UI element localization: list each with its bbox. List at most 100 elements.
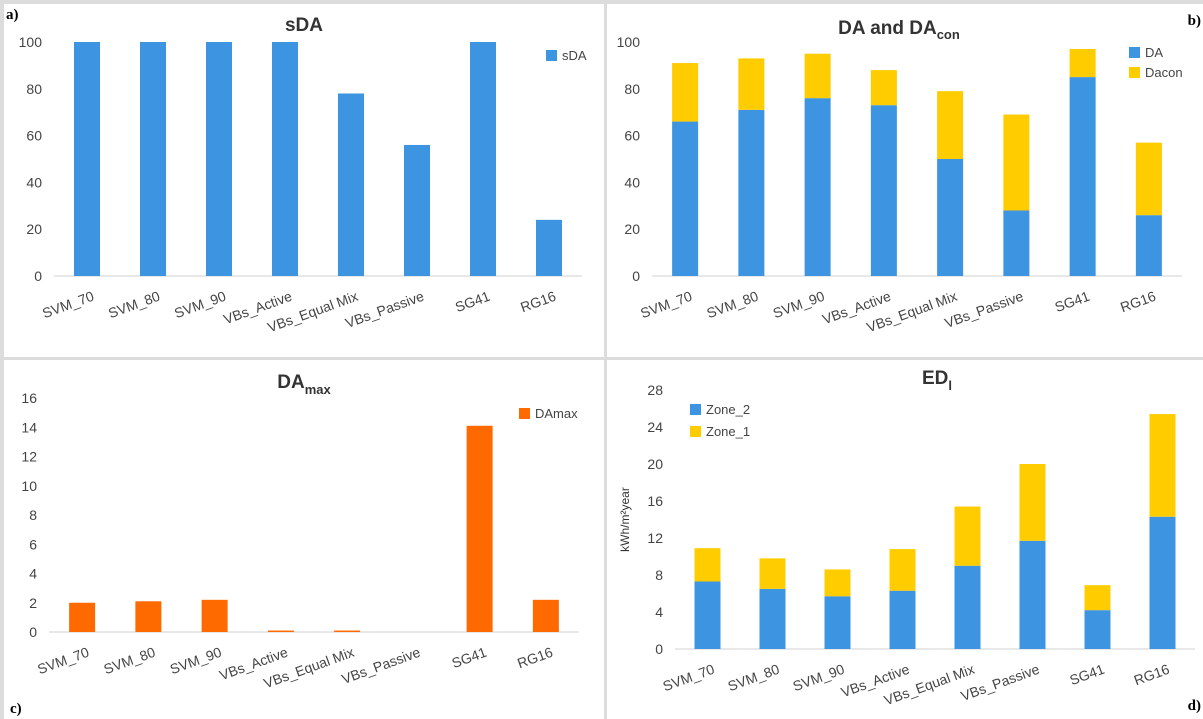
da-bar-da-3 [870, 105, 897, 277]
edl-bar-zone-1-0 [694, 548, 721, 582]
da-legend-swatch-1 [1129, 67, 1140, 78]
panel-da-dacon: DA and DAcon 0 20 40 60 80 100 SVM_70 SVM_80 SVM_… [607, 4, 1203, 357]
da-category-label: SG41 [1053, 288, 1092, 315]
sda-bar-sda-2 [206, 42, 232, 276]
sda-ytick-label: 80 [26, 81, 42, 97]
sda-category-label: SVM_90 [172, 288, 228, 321]
da-bar-dacon-7 [1135, 142, 1162, 216]
sda-bar-sda-6 [470, 42, 496, 276]
da-bar-da-1 [738, 109, 765, 276]
panel-letter-a: a) [6, 7, 19, 23]
edl-bar-zone-2-3 [889, 590, 916, 649]
edl-bar-zone-2-6 [1084, 610, 1111, 649]
edl-category-label: SVM_70 [661, 661, 717, 694]
sda-ytick-label: 0 [34, 268, 42, 284]
damax-bar-damax-7 [532, 599, 559, 632]
sda-ytick-label: 40 [26, 174, 42, 190]
da-bar-da-7 [1135, 215, 1162, 276]
da-bar-dacon-5 [1003, 114, 1030, 211]
sda-ytick-label: 20 [26, 221, 42, 237]
edl-ytick-label: 0 [655, 641, 663, 657]
damax-ytick-label: 2 [29, 595, 37, 611]
edl-bar-zone-1-7 [1149, 414, 1176, 517]
da-bar-da-6 [1069, 77, 1096, 276]
edl-y-axis-title: kWh/m²year [618, 487, 632, 552]
da-ytick-label: 100 [617, 34, 641, 50]
edl-legend-label: Zone_1 [706, 424, 750, 439]
edl-category-label: RG16 [1132, 661, 1172, 689]
edl-legend-swatch-1 [690, 426, 701, 437]
damax-ytick-label: 14 [21, 419, 37, 435]
edl-bar-zone-1-3 [889, 549, 916, 591]
da-bar-dacon-6 [1069, 49, 1096, 78]
da-bar-dacon-3 [870, 70, 897, 106]
damax-legend-label: DAmax [535, 406, 578, 421]
edl-bar-zone-2-0 [694, 581, 721, 649]
sda-ytick-label: 100 [19, 34, 43, 50]
damax-ytick-label: 0 [29, 624, 37, 640]
edl-bar-zone-2-7 [1149, 516, 1176, 649]
damax-category-label: SG41 [450, 644, 489, 671]
panel-letter-b: b) [1187, 13, 1201, 29]
edl-ytick-label: 20 [647, 456, 663, 472]
damax-bar-damax-2 [201, 599, 228, 632]
damax-category-label: SVM_80 [101, 644, 157, 677]
sda-bar-sda-4 [338, 93, 364, 276]
panel-sda: sDA 0 20 40 60 80 100 SVM_70 SVM_80 SVM_90 VBs_Act… [4, 4, 604, 357]
sda-legend-label: sDA [562, 48, 587, 63]
da-category-label: SVM_90 [771, 288, 827, 321]
damax-bar-damax-0 [69, 602, 96, 632]
edl-legend-label: Zone_2 [706, 402, 750, 417]
edl-bar-zone-1-2 [824, 569, 851, 597]
da-legend-label: Dacon [1145, 65, 1183, 80]
sda-category-label: SVM_80 [106, 288, 162, 321]
edl-bar-zone-2-5 [1019, 540, 1046, 649]
sda-category-label: RG16 [518, 288, 558, 316]
sda-category-label: SVM_70 [40, 288, 96, 321]
sda-bar-sda-1 [140, 42, 166, 276]
panel-letter-c: c) [10, 701, 22, 717]
edl-bar-zone-1-1 [759, 558, 786, 589]
da-bar-da-5 [1003, 210, 1030, 276]
damax-bar-damax-1 [135, 601, 162, 632]
panel-damax: DAmax 0 2 4 6 8 10 12 14 16 SVM_70 SVM_80 SVM_90 VBs_… [4, 360, 604, 719]
damax-ytick-label: 10 [21, 478, 37, 494]
sda-bar-sda-3 [272, 42, 298, 276]
da-ytick-label: 20 [624, 221, 640, 237]
sda-ytick-label: 60 [26, 128, 42, 144]
da-title-subscript: con [937, 27, 960, 42]
edl-ytick-label: 12 [647, 530, 663, 546]
da-dacon-chart: DA and DAcon 0 20 40 60 80 100 SVM_70 SVM_80 SVM_… [617, 18, 1183, 335]
sda-bar-sda-5 [404, 144, 430, 276]
edl-legend-swatch-0 [690, 404, 701, 415]
edl-bar-zone-1-6 [1084, 585, 1111, 611]
edl-category-label: SVM_90 [791, 661, 847, 694]
damax-title: DAmax [277, 372, 331, 397]
da-legend-label: DA [1145, 45, 1163, 60]
damax-category-label: SVM_70 [35, 644, 91, 677]
sda-bar-sda-7 [536, 219, 562, 276]
damax-category-label: RG16 [515, 644, 555, 672]
damax-ytick-label: 8 [29, 507, 37, 523]
damax-bar-damax-3 [267, 630, 294, 632]
edl-bar-zone-1-4 [954, 506, 981, 566]
damax-bar-damax-6 [466, 425, 493, 632]
panel-edl: EDl 0 4 8 12 16 20 24 28 kWh/m²year SVM_70 SVM_80 SV… [607, 360, 1203, 719]
damax-bar-damax-4 [334, 630, 361, 632]
edl-bar-zone-2-1 [759, 588, 786, 649]
da-bar-da-2 [804, 98, 831, 276]
sda-category-label: SG41 [453, 288, 492, 315]
da-bar-dacon-0 [672, 63, 699, 122]
da-title: DA and DAcon [838, 18, 960, 42]
da-bar-dacon-1 [738, 58, 765, 110]
panel-letter-d: d) [1187, 698, 1201, 714]
da-ytick-label: 0 [632, 268, 640, 284]
edl-ytick-label: 16 [647, 493, 663, 509]
edl-ytick-label: 24 [647, 419, 663, 435]
damax-ytick-label: 6 [29, 536, 37, 552]
damax-legend-swatch-0 [519, 408, 530, 419]
da-bar-da-0 [672, 121, 699, 276]
